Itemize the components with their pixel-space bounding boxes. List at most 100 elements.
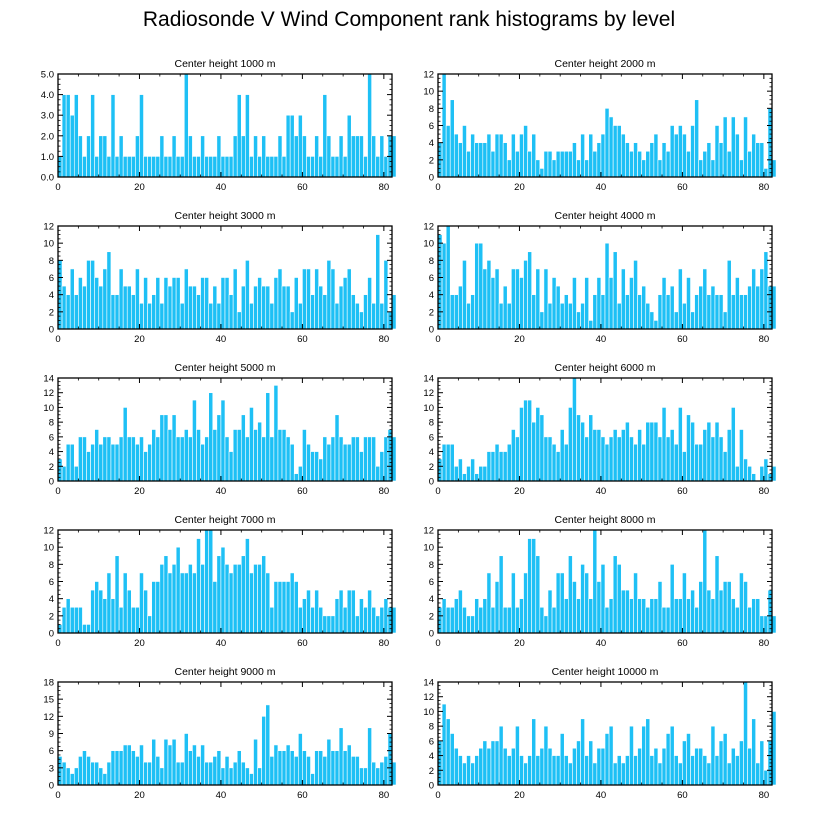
y-tick-label: 12 [43, 712, 54, 723]
histogram-bar [441, 703, 447, 786]
histogram-bar [682, 133, 687, 178]
histogram-bar [580, 133, 585, 178]
histogram-bar [188, 135, 193, 178]
histogram-bar [98, 285, 104, 330]
chart-panel: Center height 4000 m 0 2 4 6 8 10 12 0 20 40 60 80 [423, 210, 777, 345]
histogram-bar [175, 436, 181, 482]
histogram-bar [714, 421, 720, 482]
histogram-bar [596, 429, 602, 482]
histogram-bar [641, 725, 647, 786]
x-tick-label: 20 [514, 334, 525, 345]
histogram-bar [739, 572, 744, 634]
histogram-bar [730, 116, 736, 178]
histogram-bar [281, 581, 287, 634]
x-tick-label: 20 [514, 790, 525, 801]
y-tick-label: 4 [429, 138, 434, 149]
histogram-bar [314, 451, 319, 482]
histogram-bar [673, 133, 679, 178]
histogram-bar [531, 294, 537, 330]
histogram-bar [616, 755, 622, 786]
histogram-bar [363, 294, 368, 330]
histogram-bar [608, 277, 614, 330]
histogram-bar [289, 443, 295, 482]
histogram-bar [98, 443, 104, 482]
histogram-bar [261, 436, 267, 482]
histogram-bar [281, 156, 287, 178]
histogram-bar [596, 142, 602, 178]
chart-panel: Center height 5000 m 0 2 4 6 8 10 12 14 0 20 40 60 80 [43, 362, 397, 497]
histogram-bar [706, 142, 712, 178]
histogram-bar [224, 277, 230, 330]
histogram-bar [277, 581, 283, 634]
histogram-bar [490, 606, 496, 634]
histogram-bar [645, 718, 651, 786]
histogram-bar [629, 436, 634, 482]
histogram-bar [608, 116, 614, 178]
histogram-bar [478, 465, 484, 482]
histogram-bar [641, 285, 647, 330]
histogram-bar [612, 555, 618, 634]
histogram-bar [253, 135, 258, 178]
histogram-bar [600, 564, 606, 634]
histogram-bar [73, 94, 79, 178]
histogram-bar [143, 589, 148, 634]
histogram-bar [453, 465, 459, 482]
histogram-bar [735, 755, 740, 786]
histogram-bar [330, 436, 336, 482]
histogram-bar [281, 429, 287, 482]
histogram-bar [277, 750, 283, 786]
histogram-bar [236, 429, 242, 482]
histogram-bar [114, 294, 120, 330]
histogram-bar [249, 156, 254, 178]
histogram-bar [474, 242, 480, 330]
y-tick-label: 10 [423, 543, 434, 554]
chart-panel: Center height 2000 m 0 2 4 6 8 10 12 0 20 40 60 80 [423, 58, 777, 193]
histogram-bar [678, 125, 683, 178]
histogram-bar [657, 294, 663, 330]
histogram-bar [747, 285, 752, 330]
histogram-bar [273, 385, 279, 482]
histogram-bar [94, 277, 100, 330]
histogram-bar [249, 407, 254, 482]
y-tick-label: 1.0 [41, 152, 54, 163]
histogram-bar [204, 277, 210, 330]
histogram-bar [445, 606, 451, 634]
histogram-bar [196, 538, 201, 634]
x-tick-label: 20 [134, 182, 145, 193]
y-tick-label: 4 [429, 751, 434, 762]
histogram-bar [98, 589, 104, 634]
histogram-bar [531, 133, 537, 178]
histogram-bar [196, 156, 201, 178]
histogram-bar [706, 294, 712, 330]
histogram-bar [486, 572, 492, 634]
x-tick-label: 40 [216, 182, 227, 193]
histogram-bar [200, 443, 205, 482]
histogram-bar [204, 529, 210, 634]
y-tick-label: 2 [429, 462, 434, 473]
x-tick-label: 60 [297, 790, 308, 801]
histogram-bar [212, 156, 218, 178]
histogram-bar [466, 302, 471, 330]
y-tick-label: 0 [429, 477, 434, 488]
panel-title: Center height 4000 m [555, 210, 656, 222]
histogram-bar [224, 156, 230, 178]
histogram-bar [216, 135, 222, 178]
histogram-bar [163, 277, 169, 330]
histogram-bar [253, 285, 258, 330]
histogram-bar [269, 156, 275, 178]
y-tick-label: 8 [429, 418, 434, 429]
y-tick-label: 12 [43, 222, 54, 233]
histogram-bar [657, 436, 663, 482]
chart-panel: Center height 1000 m 0.0 1.0 2.0 3.0 4.0 5.0 0 2… [41, 58, 397, 193]
histogram-bar [600, 294, 606, 330]
histogram-bar [106, 156, 112, 178]
x-tick-label: 0 [55, 638, 60, 649]
histogram-bar [269, 606, 275, 634]
histogram-bar [616, 564, 622, 634]
histogram-bar [449, 606, 455, 634]
histogram-bar [608, 598, 614, 634]
histogram-bar [159, 767, 165, 786]
histogram-bar [310, 451, 315, 482]
y-tick-label: 3 [49, 763, 54, 774]
histogram-bar [730, 747, 736, 786]
